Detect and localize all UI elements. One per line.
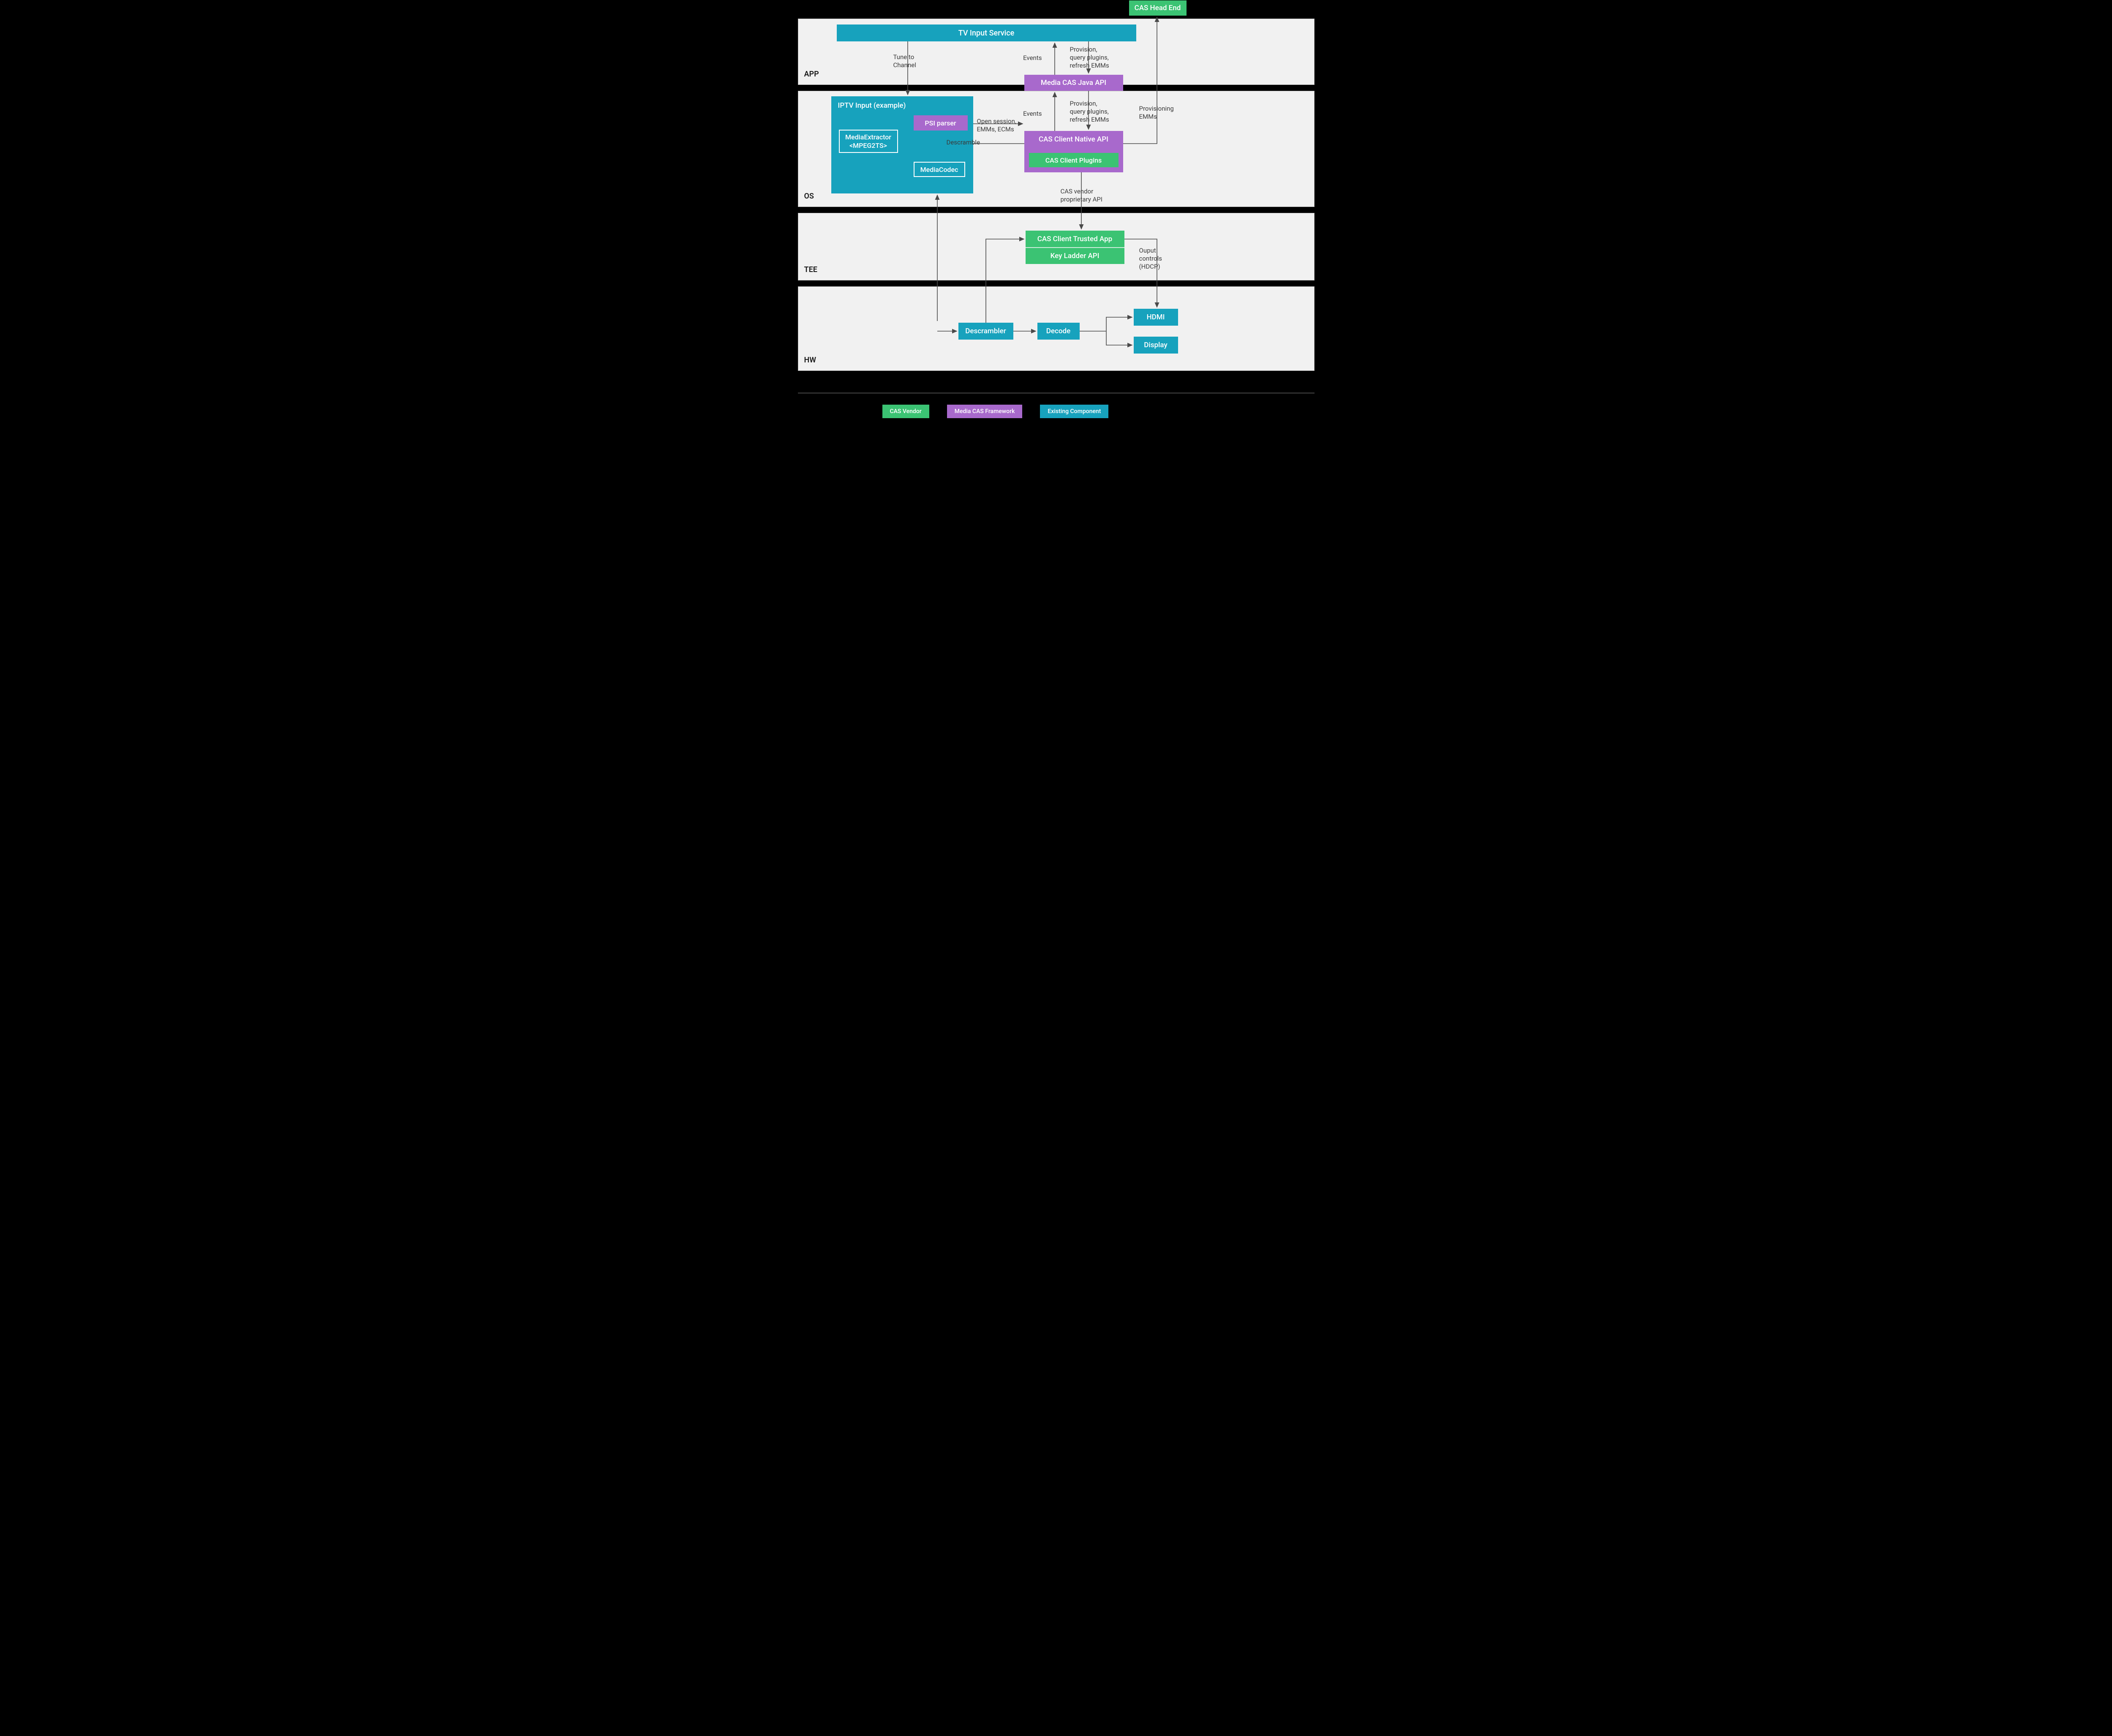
node-media-cas-java-api: Media CAS Java API bbox=[1024, 75, 1123, 91]
node-hdmi: HDMI bbox=[1134, 309, 1178, 326]
node-label: CAS Head End bbox=[1135, 4, 1181, 12]
node-cas-client-plugins: CAS Client Plugins bbox=[1029, 153, 1119, 167]
legend-cas-vendor: CAS Vendor bbox=[882, 405, 929, 418]
node-label: Display bbox=[1144, 341, 1167, 349]
edge-label-descramble: Descramble bbox=[947, 139, 980, 147]
node-media-extractor: MediaExtractor <MPEG2TS> bbox=[839, 130, 898, 153]
node-label: CAS Client Plugins bbox=[1045, 156, 1102, 164]
node-tv-input-service: TV Input Service bbox=[837, 24, 1136, 41]
edge-label-open-session: Open session, EMMs, ECMs bbox=[977, 117, 1016, 133]
legend: CAS Vendor Media CAS Framework Existing … bbox=[882, 405, 1109, 418]
node-label: TV Input Service bbox=[958, 29, 1015, 38]
edge-label-cas-proprietary: CAS vendor proprietary API bbox=[1061, 188, 1102, 204]
edge-label-events2: Events bbox=[1023, 110, 1042, 118]
node-decode: Decode bbox=[1037, 323, 1080, 340]
edge-label-output-controls: Ouput controls (HDCP) bbox=[1139, 247, 1162, 270]
layer-label-tee: TEE bbox=[804, 265, 817, 274]
layer-label-hw: HW bbox=[804, 356, 816, 365]
diagram-canvas: APP OS TEE HW bbox=[798, 0, 1315, 424]
node-key-ladder-api: Key Ladder API bbox=[1026, 248, 1124, 264]
edge-label-events1: Events bbox=[1023, 54, 1042, 62]
node-label: Media CAS Java API bbox=[1041, 79, 1106, 87]
node-label: PSI parser bbox=[925, 119, 956, 127]
layer-label-os: OS bbox=[804, 192, 814, 201]
node-media-codec: MediaCodec bbox=[914, 162, 965, 177]
node-descrambler: Descrambler bbox=[958, 323, 1013, 340]
node-label: Descrambler bbox=[965, 327, 1006, 335]
node-cas-client-trusted-app: CAS Client Trusted App bbox=[1026, 231, 1124, 248]
legend-existing-component: Existing Component bbox=[1040, 405, 1108, 418]
node-label: Key Ladder API bbox=[1051, 252, 1100, 260]
edge-label-prov1: Provision, query plugins, refresh EMMs bbox=[1070, 46, 1109, 69]
node-cas-head-end: CAS Head End bbox=[1129, 0, 1187, 16]
node-label: CAS Client Trusted App bbox=[1037, 235, 1113, 243]
edge-label-tune: Tune to Channel bbox=[893, 53, 916, 69]
node-label: CAS Client Native API bbox=[1039, 135, 1108, 144]
edge-label-prov2: Provision, query plugins, refresh EMMs bbox=[1070, 100, 1109, 123]
iptv-title: IPTV Input (example) bbox=[838, 101, 906, 110]
node-label: Decode bbox=[1046, 327, 1070, 335]
legend-media-cas-framework: Media CAS Framework bbox=[947, 405, 1023, 418]
node-label: HDMI bbox=[1147, 313, 1165, 321]
node-psi-parser: PSI parser bbox=[914, 115, 968, 131]
edge-label-prov-emms: Provisioning EMMs bbox=[1139, 105, 1174, 121]
layer-label-app: APP bbox=[804, 70, 819, 79]
node-display: Display bbox=[1134, 337, 1178, 354]
